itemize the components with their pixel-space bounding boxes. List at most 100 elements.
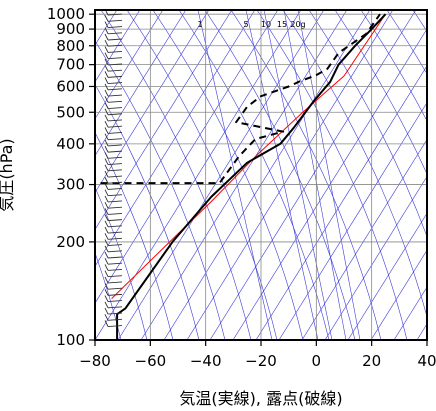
wind-barb xyxy=(104,233,123,240)
isotherm-line xyxy=(209,10,417,340)
wind-barb xyxy=(104,226,123,234)
wind-barb xyxy=(104,121,123,128)
wind-barb xyxy=(104,276,123,284)
adiabat-line xyxy=(178,10,330,340)
wind-barb xyxy=(104,258,123,265)
wind-barb xyxy=(104,189,123,197)
y-tick-label: 700 xyxy=(56,56,85,74)
isotherm-line xyxy=(95,10,302,340)
isotherm-line xyxy=(301,139,427,340)
y-tick-label: 300 xyxy=(56,176,85,194)
wind-barb xyxy=(104,152,123,159)
wind-barb xyxy=(104,139,123,147)
wind-barb xyxy=(104,127,123,134)
y-tick-label: 600 xyxy=(56,77,85,95)
wind-barb xyxy=(104,320,123,327)
wind-barb xyxy=(104,52,123,60)
y-axis-title: 気圧(hPa) xyxy=(0,138,16,211)
wind-barb xyxy=(104,282,123,290)
mixing-ratio-line xyxy=(283,10,347,340)
wind-barb xyxy=(104,83,123,91)
isotherm-line xyxy=(163,10,371,340)
wind-barb xyxy=(104,264,123,271)
wind-barb xyxy=(104,245,123,253)
isotherm-line xyxy=(186,10,394,340)
wind-barb xyxy=(104,15,123,22)
isotherm-line xyxy=(370,249,427,340)
wind-barb xyxy=(104,220,123,228)
adiabat-line xyxy=(126,10,278,340)
wind-barb xyxy=(104,102,123,109)
wind-barb xyxy=(104,89,123,97)
wind-barb xyxy=(104,33,123,41)
parcel-line-0 xyxy=(111,13,386,299)
wind-barb xyxy=(104,183,123,190)
adiabat-line xyxy=(204,10,356,340)
x-tick-label: −60 xyxy=(135,352,167,370)
wind-barb xyxy=(104,114,123,122)
isotherm-line xyxy=(347,212,427,340)
mixing-ratio-label: 15 xyxy=(277,20,287,29)
wind-barb xyxy=(104,177,123,184)
x-tick-label: 0 xyxy=(312,352,322,370)
x-tick-label: −20 xyxy=(245,352,277,370)
adiabat-line xyxy=(386,10,427,75)
wind-barb xyxy=(104,164,123,172)
x-tick-label: −80 xyxy=(79,352,111,370)
adiabat-line xyxy=(360,10,427,122)
wind-barb xyxy=(104,208,123,215)
adiabat-line xyxy=(282,10,427,318)
wind-barb xyxy=(104,214,123,222)
isotherm-line xyxy=(117,10,325,340)
wind-barb xyxy=(104,307,123,315)
wind-barb xyxy=(104,108,123,116)
x-tick-label: 40 xyxy=(417,352,436,370)
y-tick-label: 500 xyxy=(56,103,85,121)
wind-barb xyxy=(104,46,123,53)
adiabat-line xyxy=(95,40,226,340)
wind-barb xyxy=(104,239,123,246)
wind-barb xyxy=(104,71,123,78)
wind-barb xyxy=(104,201,123,209)
adiabat-line xyxy=(95,252,122,340)
wind-barb xyxy=(104,301,123,309)
wind-barb xyxy=(104,21,123,28)
y-tick-label: 800 xyxy=(56,37,85,55)
wind-barb xyxy=(104,295,123,303)
isotherm-line xyxy=(255,65,427,340)
y-tick-label: 1000 xyxy=(47,5,85,23)
wind-barb xyxy=(104,289,123,296)
adiabat-line xyxy=(412,10,427,33)
adiabat-line xyxy=(334,10,427,175)
temperature-line-1 xyxy=(116,13,387,340)
wind-barb xyxy=(104,64,123,72)
mixing-ratio-label: 20g xyxy=(290,20,305,29)
isotherm-line xyxy=(95,10,187,157)
adiabat-line xyxy=(95,83,200,340)
wind-barb xyxy=(104,96,123,103)
adiabat-line xyxy=(95,131,174,340)
wind-barb xyxy=(104,145,123,153)
isotherm-line xyxy=(95,10,279,304)
x-tick-label: 20 xyxy=(362,352,381,370)
dewpoint-line-2 xyxy=(100,13,381,185)
y-tick-label: 400 xyxy=(56,135,85,153)
wind-barb xyxy=(104,270,123,278)
y-tick-label: 900 xyxy=(56,20,85,38)
isotherm-line xyxy=(278,102,427,340)
mixing-ratio-line xyxy=(263,10,333,340)
x-axis-title: 気温(実線), 露点(破線) xyxy=(179,389,342,408)
wind-barb xyxy=(104,27,123,35)
wind-barb xyxy=(104,77,123,85)
wind-barb xyxy=(104,158,123,166)
adiabat-line xyxy=(152,10,304,340)
y-tick-label: 100 xyxy=(56,331,85,349)
wind-barb xyxy=(104,40,123,47)
isotherm-line xyxy=(393,286,427,340)
wind-barb xyxy=(104,133,123,141)
adiabat-line xyxy=(100,10,252,340)
adiabat-line xyxy=(308,10,427,238)
wind-barb xyxy=(104,195,123,203)
adiabat-line xyxy=(256,10,408,340)
